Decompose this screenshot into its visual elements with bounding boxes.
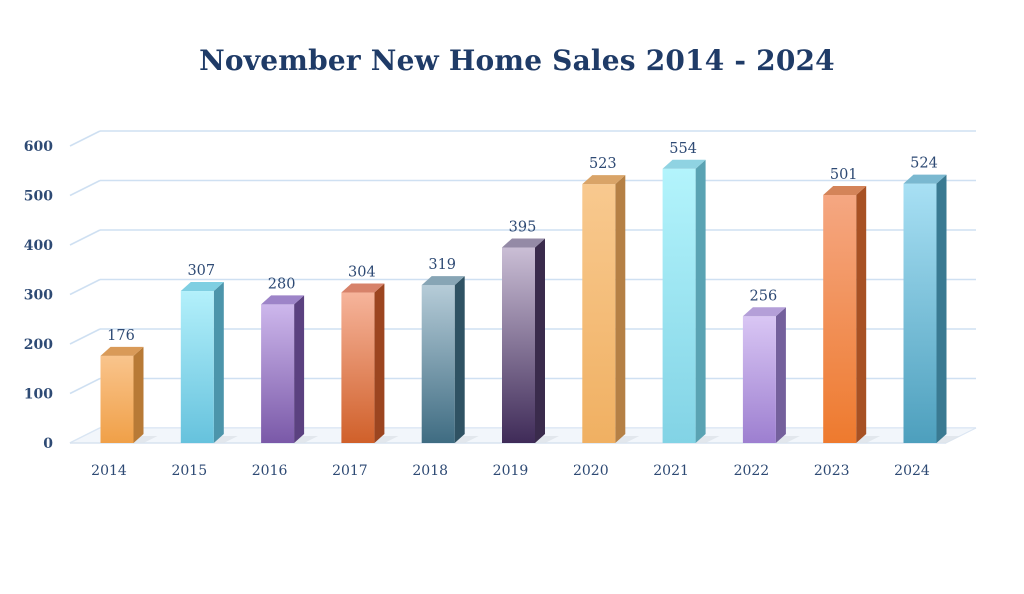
bar-front (421, 285, 455, 443)
bar-2022 (742, 307, 800, 443)
bar-top (261, 295, 305, 305)
y-tick-label: 500 (24, 189, 53, 205)
data-label-2024: 524 (910, 156, 938, 172)
bar-top (341, 283, 385, 293)
bar-side (374, 283, 385, 443)
bar-top (823, 186, 867, 196)
bars (100, 159, 961, 444)
gridline-connector (69, 229, 101, 246)
bar-side (775, 307, 786, 443)
gridline-connector (69, 377, 101, 395)
data-label-2020: 523 (589, 156, 617, 172)
gridline-connector (69, 179, 101, 197)
bar-2023 (823, 186, 881, 443)
bar-top (742, 307, 786, 317)
bar-2015 (180, 282, 238, 443)
bar-front (341, 292, 375, 443)
gridline-connector (69, 278, 101, 296)
bar-top (662, 159, 706, 169)
bar-top (180, 282, 224, 292)
labels: 0 100 200 300 400 500 600 176 2014 307 2015 280 2016… (24, 139, 938, 479)
bar-front (100, 355, 134, 443)
data-label-2017: 304 (348, 265, 376, 281)
data-label-2019: 395 (509, 219, 537, 235)
x-tick-label-2017: 2017 (332, 463, 368, 479)
data-label-2023: 501 (830, 167, 858, 183)
bar-2020 (582, 175, 640, 444)
bar-front (180, 291, 214, 443)
data-label-2022: 256 (750, 288, 778, 304)
y-tick-label: 200 (24, 337, 53, 353)
bar-side (294, 295, 305, 443)
bar-side (213, 282, 224, 443)
x-tick-label-2024: 2024 (894, 463, 930, 479)
y-tick-label: 0 (43, 436, 53, 452)
bar-front (742, 316, 776, 443)
bar-side (695, 159, 706, 443)
x-tick-label-2022: 2022 (734, 463, 770, 479)
bar-side (615, 175, 626, 444)
y-tick-label: 100 (24, 387, 53, 403)
data-label-2015: 307 (187, 263, 215, 279)
bar-front (903, 183, 937, 443)
chart-title: November New Home Sales 2014 - 2024 (199, 44, 835, 77)
y-tick-label: 400 (24, 238, 53, 254)
bar-side (856, 186, 867, 443)
bar-side (454, 276, 465, 443)
bar-side (133, 346, 144, 443)
data-label-2016: 280 (268, 276, 296, 292)
bar-top (100, 346, 144, 356)
data-label-2021: 554 (669, 141, 697, 157)
bar-front (502, 247, 535, 443)
bar-2021 (662, 159, 720, 443)
bar-side (936, 174, 947, 443)
x-tick-label-2021: 2021 (653, 463, 689, 479)
y-tick-label: 600 (24, 139, 53, 155)
bar-side (535, 238, 545, 443)
bar-2016 (261, 295, 319, 443)
data-label-2014: 176 (107, 328, 135, 344)
x-tick-label-2018: 2018 (412, 463, 448, 479)
bar-top (502, 238, 545, 248)
x-tick-label-2015: 2015 (171, 463, 207, 479)
bar-2014 (100, 346, 158, 443)
bar-2019 (502, 238, 559, 443)
bar-front (261, 304, 295, 443)
x-tick-label-2019: 2019 (493, 463, 529, 479)
bar-top (582, 175, 626, 185)
x-tick-label-2023: 2023 (814, 463, 850, 479)
x-tick-label-2020: 2020 (573, 463, 609, 479)
bar-top (903, 174, 947, 184)
data-label-2018: 319 (428, 257, 456, 273)
bar-2018 (421, 276, 479, 443)
x-tick-label-2014: 2014 (91, 463, 127, 479)
bar-front (582, 184, 616, 444)
bar-2024 (903, 174, 961, 443)
gridline-connector (69, 130, 101, 147)
bar-front (823, 195, 857, 443)
y-tick-label: 300 (24, 288, 53, 304)
bar-top (421, 276, 465, 286)
gridline-connector (69, 328, 101, 345)
bar-2017 (341, 283, 399, 443)
bar-front (662, 168, 696, 443)
x-tick-label-2016: 2016 (252, 463, 288, 479)
